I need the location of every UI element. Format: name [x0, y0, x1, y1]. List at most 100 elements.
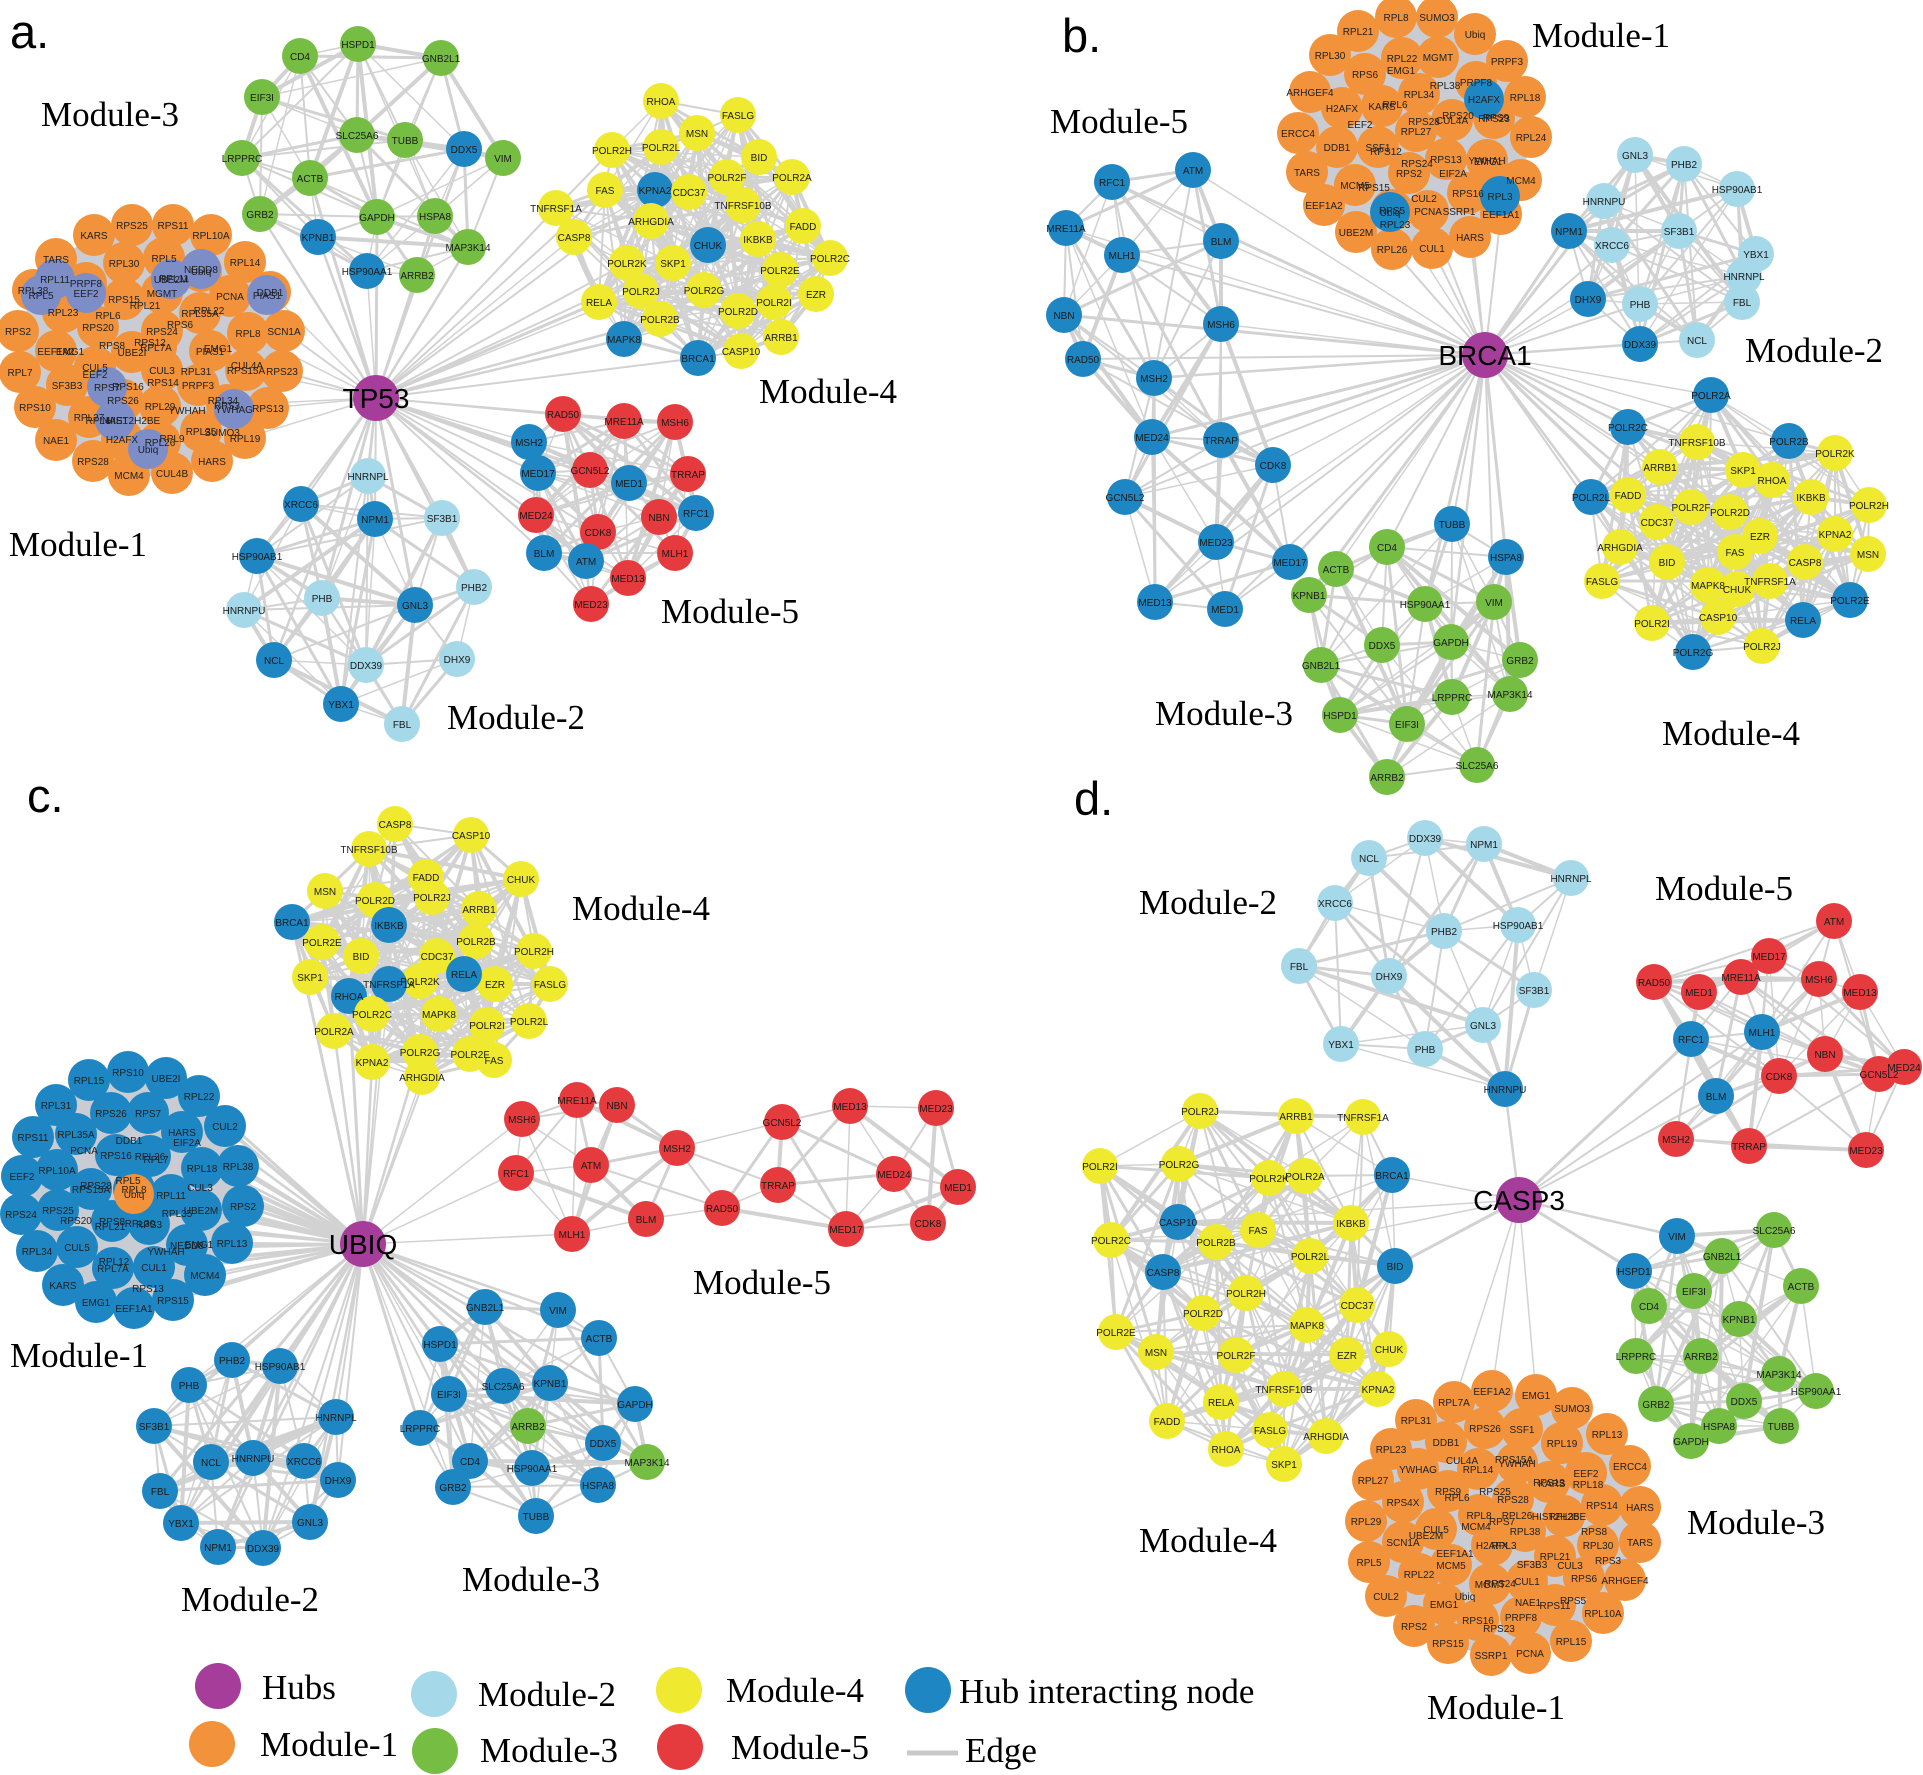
svg-text:RPS15: RPS15: [157, 1296, 189, 1307]
svg-text:Module-3: Module-3: [1687, 1503, 1825, 1542]
svg-text:PRPF3: PRPF3: [182, 381, 215, 392]
svg-text:XRCC6: XRCC6: [284, 500, 318, 511]
svg-text:RPL34: RPL34: [1404, 90, 1435, 101]
svg-text:RPS8: RPS8: [99, 341, 126, 352]
svg-text:TRRAP: TRRAP: [1732, 1142, 1766, 1153]
svg-text:MAP3K14: MAP3K14: [1756, 1370, 1801, 1381]
svg-text:VIM: VIM: [1485, 598, 1503, 609]
svg-text:EEF1A1: EEF1A1: [1436, 1549, 1474, 1560]
svg-text:KPNB1: KPNB1: [302, 233, 335, 244]
svg-text:RPL4: RPL4: [85, 416, 110, 427]
svg-text:Module-1: Module-1: [9, 525, 147, 564]
svg-text:EZR: EZR: [806, 290, 826, 301]
svg-text:CUL1: CUL1: [1419, 244, 1445, 255]
svg-text:RPL31: RPL31: [181, 367, 212, 378]
svg-text:HSPD1: HSPD1: [1323, 711, 1357, 722]
svg-text:RPS15: RPS15: [1358, 183, 1390, 194]
svg-text:Module-3: Module-3: [1155, 694, 1293, 733]
svg-text:RPS28: RPS28: [77, 457, 109, 468]
svg-text:HSPA8: HSPA8: [1490, 553, 1522, 564]
svg-text:CUL3: CUL3: [187, 1183, 213, 1194]
svg-text:DDX5: DDX5: [1369, 641, 1396, 652]
svg-text:ARHGDIA: ARHGDIA: [399, 1073, 445, 1084]
svg-text:HNRNPL: HNRNPL: [1550, 874, 1592, 885]
svg-text:ARRB1: ARRB1: [462, 905, 496, 916]
svg-text:MED13: MED13: [833, 1102, 867, 1113]
svg-text:RPS25: RPS25: [116, 221, 148, 232]
svg-text:TRRAP: TRRAP: [761, 1181, 795, 1192]
svg-text:POLR2C: POLR2C: [810, 254, 850, 265]
svg-text:CUL3: CUL3: [149, 366, 175, 377]
svg-text:DHX9: DHX9: [444, 655, 471, 666]
svg-text:SF3B3: SF3B3: [52, 381, 83, 392]
svg-text:POLR2K: POLR2K: [400, 977, 440, 988]
svg-text:NBN: NBN: [1053, 311, 1074, 322]
svg-text:DDB1: DDB1: [257, 288, 284, 299]
svg-text:CUL5: CUL5: [82, 363, 108, 374]
svg-text:GAPDH: GAPDH: [359, 213, 395, 224]
svg-text:Module-2: Module-2: [181, 1580, 319, 1619]
svg-text:NPM1: NPM1: [361, 515, 389, 526]
svg-text:MED17: MED17: [521, 469, 555, 480]
svg-text:RPL6: RPL6: [1444, 1493, 1469, 1504]
svg-text:RELA: RELA: [1790, 616, 1816, 627]
svg-text:RPL21: RPL21: [1540, 1552, 1571, 1563]
svg-text:RPL12: RPL12: [99, 1257, 130, 1268]
svg-text:DDB1: DDB1: [116, 1136, 143, 1147]
svg-text:RPS9: RPS9: [1435, 1487, 1462, 1498]
svg-text:RPL38: RPL38: [18, 286, 49, 297]
svg-text:MED13: MED13: [1843, 988, 1877, 999]
svg-text:SKP1: SKP1: [1730, 466, 1756, 477]
svg-text:FADD: FADD: [1154, 1417, 1181, 1428]
svg-text:TUBB: TUBB: [1768, 1422, 1795, 1433]
svg-text:EIF3I: EIF3I: [437, 1390, 461, 1401]
svg-text:PHB: PHB: [179, 1381, 200, 1392]
svg-text:MLH1: MLH1: [1749, 1028, 1776, 1039]
svg-text:RPS9: RPS9: [1483, 113, 1510, 124]
svg-text:DHX9: DHX9: [1575, 295, 1602, 306]
svg-text:MED1: MED1: [944, 1183, 972, 1194]
svg-text:FAS: FAS: [596, 186, 615, 197]
svg-text:EMG1: EMG1: [82, 1298, 111, 1309]
svg-text:NPM1: NPM1: [204, 1543, 232, 1554]
svg-text:CDC37: CDC37: [1641, 518, 1674, 529]
svg-text:MSN: MSN: [1145, 1348, 1167, 1359]
svg-text:DDX39: DDX39: [1624, 340, 1657, 351]
svg-text:MCM4: MCM4: [1506, 176, 1536, 187]
svg-text:CASP10: CASP10: [722, 347, 761, 358]
svg-text:EIF2A: EIF2A: [1439, 169, 1467, 180]
svg-text:ARHGEF4: ARHGEF4: [1601, 1576, 1649, 1587]
svg-text:BRCA1: BRCA1: [681, 354, 715, 365]
svg-text:TARS: TARS: [1627, 1538, 1653, 1549]
svg-text:CDC37: CDC37: [421, 952, 454, 963]
svg-text:CUL4A: CUL4A: [231, 361, 264, 372]
svg-text:RPL18: RPL18: [1573, 1480, 1604, 1491]
svg-text:Module-1: Module-1: [10, 1336, 148, 1375]
svg-text:PRPF8: PRPF8: [1505, 1613, 1538, 1624]
svg-text:NPM1: NPM1: [1470, 840, 1498, 851]
svg-text:ARRB1: ARRB1: [1279, 1112, 1313, 1123]
svg-text:SLC25A6: SLC25A6: [336, 131, 379, 142]
svg-text:PHB: PHB: [1630, 300, 1651, 311]
svg-text:RPL11: RPL11: [159, 274, 189, 285]
svg-text:MSN: MSN: [314, 887, 336, 898]
svg-text:LRPPRC: LRPPRC: [1616, 1352, 1657, 1363]
svg-text:POLR2L: POLR2L: [642, 143, 681, 154]
svg-text:UBE2M: UBE2M: [154, 275, 188, 286]
svg-text:CUL4B: CUL4B: [156, 469, 189, 480]
svg-text:MED24: MED24: [519, 511, 553, 522]
svg-text:CD4: CD4: [290, 52, 310, 63]
svg-text:POLR2H: POLR2H: [1849, 501, 1889, 512]
svg-text:UBE2I: UBE2I: [118, 348, 147, 359]
svg-text:NCL: NCL: [1687, 336, 1707, 347]
svg-text:TP53: TP53: [343, 383, 410, 414]
svg-text:DDX39: DDX39: [350, 661, 383, 672]
svg-text:UBE2M: UBE2M: [1409, 1531, 1443, 1542]
svg-text:CHUK: CHUK: [507, 875, 536, 886]
svg-text:c.: c.: [27, 769, 64, 822]
svg-text:BLM: BLM: [636, 1215, 657, 1226]
svg-text:RPL22: RPL22: [184, 1092, 215, 1103]
svg-text:BLM: BLM: [534, 549, 555, 560]
svg-text:GNB2L1: GNB2L1: [422, 54, 461, 65]
svg-text:RPS15: RPS15: [1432, 1639, 1464, 1650]
